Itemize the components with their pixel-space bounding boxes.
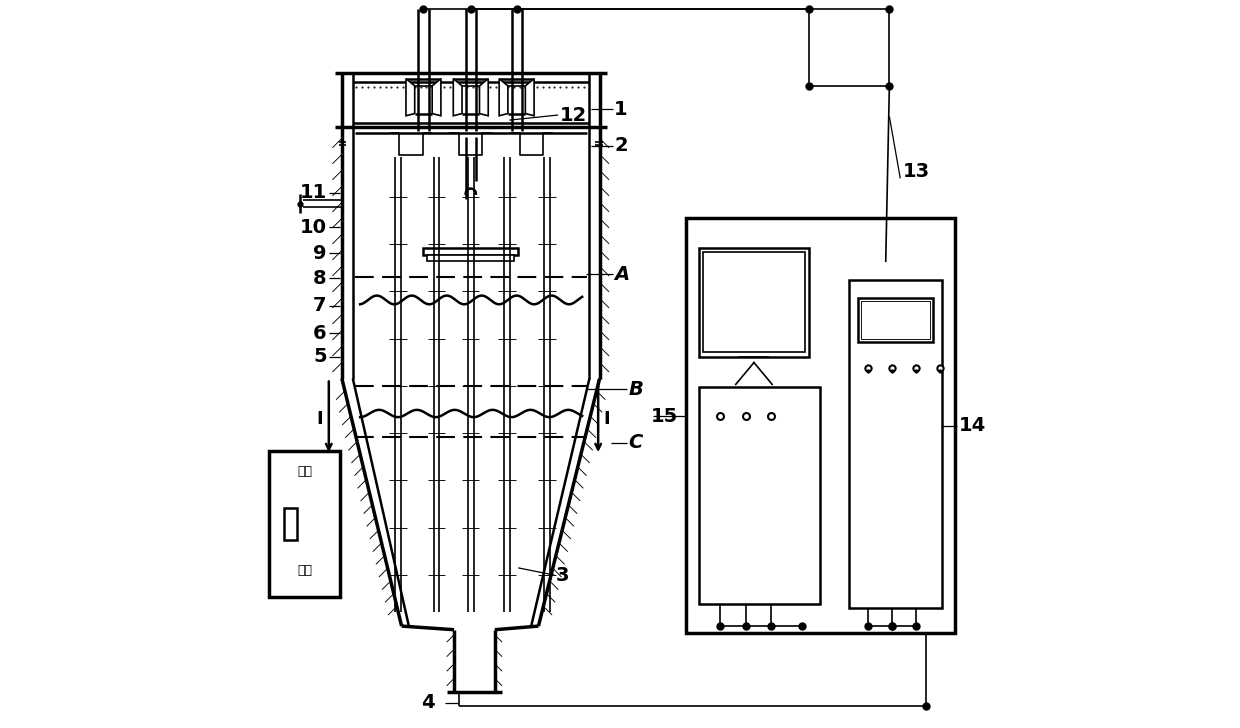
Text: 负极: 负极 [296,563,312,577]
Text: 3: 3 [556,566,569,585]
Bar [703,252,805,352]
Text: C: C [629,433,644,452]
Text: 12: 12 [559,106,587,124]
Text: 10: 10 [300,218,326,237]
Text: 15: 15 [651,407,678,426]
Bar [423,248,518,255]
Bar [698,387,820,604]
Text: I: I [316,410,324,427]
Text: I: I [604,410,610,427]
Polygon shape [526,79,534,116]
Bar [861,301,930,339]
Text: 8: 8 [312,269,326,288]
Bar [686,218,955,633]
Text: 2: 2 [614,136,627,155]
Text: 6: 6 [312,324,326,343]
Bar [427,255,515,261]
Text: 13: 13 [903,162,930,181]
Text: A: A [614,265,630,284]
Polygon shape [500,79,508,116]
Text: 9: 9 [314,244,326,263]
Text: B: B [629,380,644,399]
Text: 5: 5 [312,347,326,366]
Bar [858,298,932,342]
Polygon shape [454,79,463,116]
Text: 1: 1 [614,100,627,119]
Text: 4: 4 [420,693,434,712]
Polygon shape [405,79,414,116]
Polygon shape [433,79,441,116]
Bar [849,280,941,608]
Bar [269,451,340,597]
Bar [284,508,298,540]
Text: 14: 14 [959,416,986,435]
Text: 11: 11 [299,183,326,202]
Polygon shape [480,79,489,116]
Text: 7: 7 [314,296,326,315]
Text: 正极: 正极 [296,464,312,478]
Bar [698,248,810,357]
